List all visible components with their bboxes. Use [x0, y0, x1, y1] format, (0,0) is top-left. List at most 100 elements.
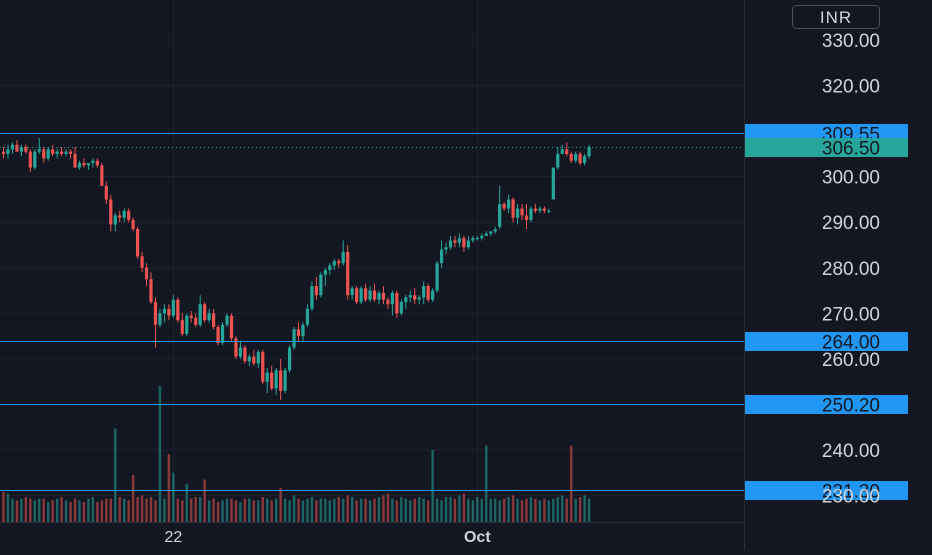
time-axis[interactable]: 22 Oct	[164, 529, 491, 546]
candle[interactable]	[381, 286, 386, 305]
candle[interactable]	[37, 137, 41, 154]
candle[interactable]	[310, 281, 314, 312]
candle[interactable]	[422, 281, 426, 305]
candle[interactable]	[158, 308, 162, 328]
candle[interactable]	[323, 267, 327, 287]
candle[interactable]	[466, 235, 470, 250]
candle[interactable]	[91, 158, 95, 168]
candle[interactable]	[149, 272, 153, 305]
candle[interactable]	[565, 142, 569, 157]
candle[interactable]	[19, 144, 23, 157]
candle[interactable]	[118, 210, 122, 223]
candle[interactable]	[404, 295, 408, 309]
candle[interactable]	[86, 163, 91, 170]
candle[interactable]	[560, 144, 564, 154]
candle[interactable]	[390, 290, 394, 316]
candle[interactable]	[198, 295, 202, 328]
candle[interactable]	[225, 313, 229, 328]
candle[interactable]	[131, 217, 135, 232]
candle[interactable]	[234, 336, 238, 359]
candle[interactable]	[346, 245, 350, 300]
candle[interactable]	[413, 288, 417, 305]
candle[interactable]	[95, 158, 99, 168]
candle[interactable]	[238, 340, 243, 359]
candle[interactable]	[569, 151, 573, 164]
candle[interactable]	[556, 147, 560, 170]
candle[interactable]	[408, 290, 412, 302]
candle[interactable]	[113, 213, 117, 232]
candle[interactable]	[439, 240, 444, 268]
candle[interactable]	[484, 231, 488, 236]
candle[interactable]	[211, 308, 216, 330]
candle[interactable]	[189, 311, 193, 323]
candle[interactable]	[368, 286, 372, 302]
candle[interactable]	[252, 349, 256, 366]
candle[interactable]	[104, 181, 108, 205]
candle[interactable]	[51, 144, 55, 157]
candle[interactable]	[453, 235, 457, 248]
candle[interactable]	[301, 322, 305, 341]
candle[interactable]	[529, 206, 533, 223]
candle[interactable]	[542, 206, 546, 214]
candle[interactable]	[515, 204, 520, 225]
currency-badge[interactable]: INR	[792, 5, 880, 29]
candle[interactable]	[216, 324, 220, 346]
candle[interactable]	[144, 263, 149, 287]
candle[interactable]	[337, 258, 341, 268]
candle[interactable]	[538, 206, 542, 214]
candle[interactable]	[15, 140, 19, 152]
candle[interactable]	[64, 149, 68, 157]
candle[interactable]	[399, 299, 403, 316]
candle[interactable]	[270, 365, 274, 391]
candle[interactable]	[498, 185, 502, 230]
candle[interactable]	[350, 286, 354, 300]
price-axis[interactable]: 330.00 320.00 300.00 290.00 280.00 270.00 260.…	[0, 0, 880, 550]
candle[interactable]	[583, 153, 587, 166]
candle[interactable]	[82, 158, 86, 168]
candle[interactable]	[489, 231, 493, 236]
candle[interactable]	[314, 276, 318, 300]
candle[interactable]	[305, 304, 310, 328]
candle[interactable]	[551, 167, 555, 200]
candle[interactable]	[100, 163, 104, 186]
candle[interactable]	[547, 208, 551, 214]
candle[interactable]	[296, 322, 301, 341]
candle[interactable]	[24, 144, 28, 154]
candle[interactable]	[372, 283, 377, 302]
candle[interactable]	[328, 263, 332, 275]
candle[interactable]	[524, 204, 529, 230]
candle[interactable]	[520, 204, 524, 220]
candle[interactable]	[457, 233, 462, 248]
candle[interactable]	[574, 151, 578, 164]
candle[interactable]	[426, 283, 430, 302]
candle[interactable]	[140, 251, 144, 273]
candle[interactable]	[261, 349, 265, 384]
candle[interactable]	[283, 368, 287, 394]
candle[interactable]	[502, 201, 506, 211]
candle[interactable]	[256, 349, 260, 369]
candle[interactable]	[377, 290, 381, 305]
candle[interactable]	[533, 204, 538, 214]
candle[interactable]	[475, 235, 479, 241]
candle[interactable]	[136, 226, 140, 259]
candle[interactable]	[444, 242, 448, 255]
candle[interactable]	[109, 194, 113, 232]
candle[interactable]	[122, 208, 126, 223]
candle[interactable]	[507, 194, 511, 214]
candle[interactable]	[180, 313, 184, 337]
candle[interactable]	[207, 308, 211, 323]
candle[interactable]	[274, 368, 278, 396]
candle[interactable]	[28, 149, 32, 173]
candle[interactable]	[171, 295, 175, 318]
candle[interactable]	[359, 286, 363, 305]
candle[interactable]	[33, 149, 37, 170]
candle[interactable]	[46, 147, 50, 161]
candle[interactable]	[60, 147, 64, 157]
candle[interactable]	[167, 304, 171, 321]
candle[interactable]	[203, 301, 207, 323]
candle[interactable]	[68, 149, 73, 159]
candle[interactable]	[386, 297, 390, 309]
candle[interactable]	[1, 147, 6, 159]
